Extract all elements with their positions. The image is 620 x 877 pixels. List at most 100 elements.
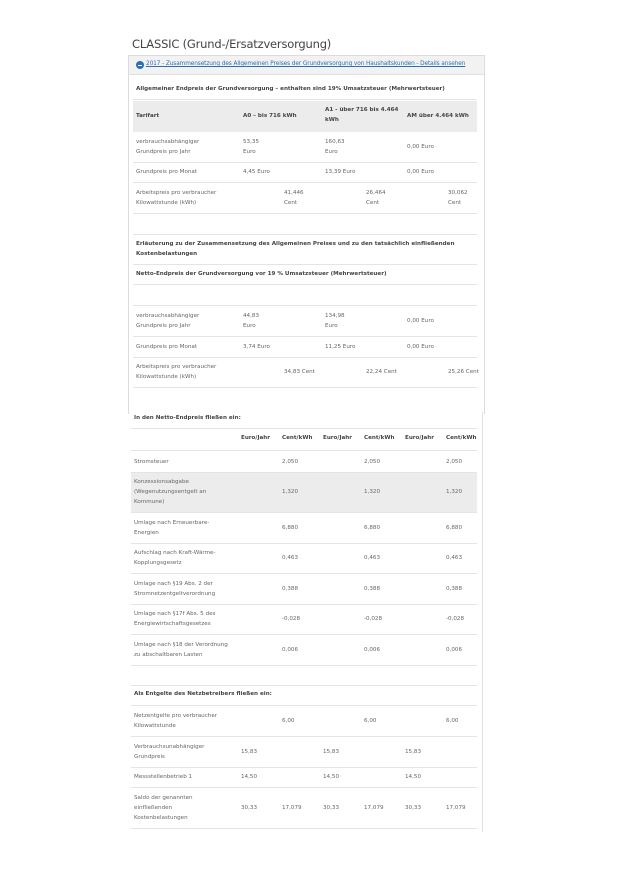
row-label: Grundpreis: [134, 753, 165, 760]
page-title: CLASSIC (Grund-/Ersatzversorgung): [132, 37, 332, 51]
cell-value: 15,83: [405, 748, 422, 755]
row-divider: [133, 357, 477, 358]
cell-value: 30,062: [448, 190, 468, 196]
cell-value: 44,83: [243, 313, 260, 319]
row-divider: [131, 767, 477, 768]
cell-value: 25,26 Cent: [448, 369, 479, 375]
row-label: Umlage nach Erneuerbare-: [134, 519, 210, 526]
cell-value: -0,028: [364, 616, 383, 622]
row-label: Umlage nach §17f Abs. 5 des: [134, 611, 216, 617]
row-divider: [133, 182, 477, 183]
row-label: Netzentgelte pro verbraucher: [134, 713, 218, 719]
row-label: Umlage nach §18 der Verordnung: [134, 641, 228, 648]
row-label: zu abschaltbaren Lasten: [134, 651, 203, 658]
row-divider: [131, 736, 477, 737]
row-label: Grundpreis pro Jahr: [136, 323, 191, 329]
cell-unit: Euro: [243, 323, 256, 329]
cell-value: 4,45 Euro: [243, 169, 270, 175]
col-a1: A1 - über 716 bis 4.464: [325, 107, 399, 113]
cell-value: 134,98: [325, 313, 345, 319]
cell-value: 14,50: [405, 774, 422, 780]
cell-value: 11,25 Euro: [325, 344, 356, 350]
details-link[interactable]: 2017 - Zusammensetzung des Allgemeinen P…: [146, 61, 466, 67]
row-divider: [133, 234, 477, 235]
row-label: (Wegenutzungsentgelt an: [134, 489, 207, 495]
cell-value: 3,74 Euro: [243, 344, 270, 350]
cell-unit: Euro: [325, 149, 338, 155]
components-heading: In den Netto-Endpreis fließen ein:: [134, 415, 241, 421]
row-divider: [133, 213, 477, 214]
row-label: verbrauchsabhängiger: [136, 313, 200, 319]
row-divider: [131, 512, 477, 513]
column-header: Cent/kWh: [364, 435, 395, 441]
row-label: Kopplungsgesetz: [134, 560, 182, 566]
cell-value: -0,028: [446, 616, 465, 622]
row-divider: [131, 543, 477, 544]
cell-value: 2,050: [364, 458, 381, 465]
col-tarifart: Tarifart: [136, 113, 160, 119]
row-divider: [133, 387, 477, 388]
details-panel-header[interactable]: 2017 - Zusammensetzung des Allgemeinen P…: [129, 56, 484, 75]
row-label: Kilowattstunde (kWh): [136, 200, 197, 206]
row-divider: [131, 634, 477, 635]
erlaeuterung-text: Erläuterung zu der Zusammensetzung des A…: [136, 241, 455, 247]
cell-value: 2,050: [446, 458, 463, 465]
cell-unit: Euro: [325, 323, 338, 329]
row-label: Stromnetzentgeltverordnung: [134, 590, 216, 597]
row-divider: [133, 162, 477, 163]
cell-value: 0,006: [364, 646, 381, 653]
cell-unit: Cent: [366, 200, 380, 206]
cell-value: 26,464: [366, 190, 386, 196]
erlaeuterung-text: Kostenbelastungen: [136, 251, 198, 257]
cell-value: 15,83: [323, 748, 340, 755]
col-am: AM über 4.464 kWh: [407, 113, 469, 119]
cell-value: 34,83 Cent: [284, 369, 315, 375]
cell-value: 41,446: [284, 190, 304, 196]
row-divider: [131, 428, 477, 429]
cell-value: 0,388: [282, 585, 299, 592]
cell-unit: Cent: [448, 200, 462, 206]
row-label: Umlage nach §19 Abs. 2 der: [134, 580, 213, 587]
row-label: einfließenden: [134, 804, 173, 811]
row-label: Stromsteuer: [134, 458, 169, 465]
row-divider: [131, 828, 477, 829]
cell-value: 0,00 Euro: [407, 318, 434, 324]
row-label: Messstellenbetrieb 1: [134, 774, 193, 780]
cell-value: 0,00 Euro: [407, 169, 434, 175]
row-label: Saldo der genannten: [134, 794, 193, 801]
row-divider: [133, 336, 477, 337]
column-header: Euro/Jahr: [323, 435, 353, 441]
cell-value: 17,079: [364, 804, 384, 811]
cell-value: 0,00 Euro: [407, 344, 434, 350]
cell-value: 6,880: [446, 524, 463, 531]
row-label: Grundpreis pro Monat: [136, 344, 198, 350]
brutto-heading: Allgemeiner Endpreis der Grundversorgung…: [136, 86, 445, 92]
cell-value: 53,35: [243, 139, 260, 145]
cell-value: 1,320: [446, 489, 463, 495]
column-header: Cent/kWh: [282, 435, 313, 441]
row-label: Energien: [134, 529, 159, 536]
row-divider: [133, 305, 477, 306]
col-a1-unit: kWh: [325, 117, 339, 123]
row-label: Kilowattstunde: [134, 723, 176, 729]
cell-value: 1,320: [282, 489, 299, 495]
cell-value: 0,388: [446, 585, 463, 592]
row-label: Kilowattstunde (kWh): [136, 374, 197, 380]
column-header: Euro/Jahr: [241, 435, 271, 441]
cell-value: 6,880: [364, 524, 381, 531]
collapse-minus-icon[interactable]: [136, 61, 144, 69]
cell-value: 22,24 Cent: [366, 369, 397, 375]
brutto-header-band: [133, 101, 477, 132]
row-divider: [131, 450, 477, 451]
cell-value: 6,00: [364, 718, 377, 724]
row-divider: [131, 705, 477, 706]
row-divider: [131, 604, 477, 605]
row-divider: [131, 665, 477, 666]
cell-value: 6,880: [282, 524, 299, 531]
row-divider: [133, 264, 477, 265]
row-divider: [133, 284, 477, 285]
row-label: verbrauchsabhängiger: [136, 139, 200, 145]
netto-heading: Netto-Endpreis der Grundversorgung vor 1…: [136, 271, 387, 277]
cell-value: -0,028: [282, 616, 301, 622]
row-label: Konzessionsabgabe: [134, 479, 189, 485]
